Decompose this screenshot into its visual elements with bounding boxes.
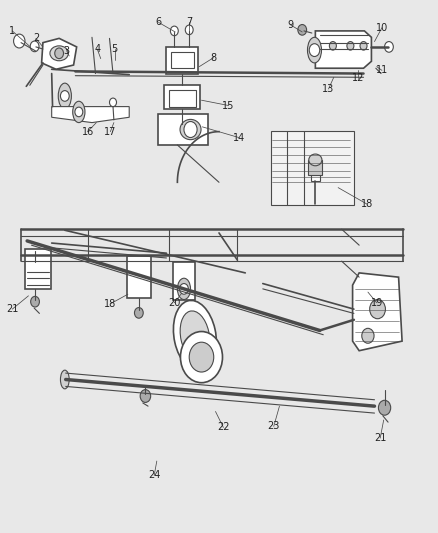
Circle shape [14, 34, 25, 48]
Circle shape [385, 42, 393, 52]
Ellipse shape [58, 83, 71, 109]
Circle shape [329, 42, 336, 50]
Text: 21: 21 [6, 304, 18, 314]
Text: 16: 16 [81, 127, 94, 136]
Ellipse shape [73, 101, 85, 123]
Circle shape [75, 107, 83, 117]
Circle shape [31, 296, 39, 307]
Text: 17: 17 [104, 127, 117, 136]
FancyBboxPatch shape [164, 85, 200, 109]
Circle shape [55, 48, 64, 59]
FancyBboxPatch shape [166, 47, 198, 74]
Circle shape [170, 26, 178, 36]
Circle shape [298, 25, 307, 35]
Text: 13: 13 [322, 84, 335, 94]
Text: 5: 5 [112, 44, 118, 54]
Ellipse shape [50, 46, 68, 61]
Circle shape [360, 42, 367, 50]
FancyBboxPatch shape [308, 160, 322, 175]
Text: 1: 1 [9, 26, 15, 36]
Text: 9: 9 [287, 20, 293, 29]
Text: 8: 8 [211, 53, 217, 62]
Polygon shape [353, 273, 402, 351]
Circle shape [110, 98, 117, 107]
Text: 3: 3 [64, 46, 70, 55]
Circle shape [184, 122, 197, 138]
Circle shape [189, 342, 214, 372]
FancyBboxPatch shape [25, 249, 51, 289]
FancyBboxPatch shape [158, 114, 208, 145]
FancyBboxPatch shape [173, 262, 195, 300]
FancyBboxPatch shape [171, 52, 194, 68]
Circle shape [179, 122, 186, 131]
Circle shape [180, 332, 223, 383]
Text: 2: 2 [33, 34, 39, 43]
Circle shape [180, 284, 188, 294]
FancyBboxPatch shape [271, 131, 354, 205]
Circle shape [60, 91, 69, 101]
Polygon shape [315, 31, 371, 68]
Text: 7: 7 [186, 18, 192, 27]
Ellipse shape [307, 37, 321, 63]
Polygon shape [42, 38, 77, 69]
Text: 11: 11 [376, 66, 388, 75]
Ellipse shape [173, 301, 216, 371]
Text: 21: 21 [374, 433, 386, 443]
Text: 20: 20 [168, 298, 180, 308]
Text: 18: 18 [104, 299, 117, 309]
Circle shape [362, 328, 374, 343]
Circle shape [140, 390, 151, 402]
Text: 4: 4 [94, 44, 100, 54]
Circle shape [185, 25, 193, 35]
Circle shape [370, 300, 385, 319]
Circle shape [378, 400, 391, 415]
FancyBboxPatch shape [169, 90, 196, 107]
Ellipse shape [60, 370, 69, 389]
Text: 15: 15 [223, 101, 235, 110]
FancyBboxPatch shape [311, 175, 320, 181]
Circle shape [309, 44, 320, 56]
Text: 14: 14 [233, 133, 245, 142]
Circle shape [30, 41, 39, 52]
Text: 6: 6 [155, 18, 162, 27]
Ellipse shape [309, 154, 322, 166]
Circle shape [347, 42, 354, 50]
Text: 22: 22 [217, 423, 230, 432]
Text: 24: 24 [148, 471, 160, 480]
Ellipse shape [177, 278, 191, 300]
Text: 23: 23 [268, 422, 280, 431]
Ellipse shape [180, 119, 201, 140]
Circle shape [134, 308, 143, 318]
Text: 19: 19 [371, 298, 383, 308]
Text: 18: 18 [361, 199, 373, 209]
Ellipse shape [180, 311, 210, 361]
Text: 10: 10 [376, 23, 388, 33]
FancyBboxPatch shape [127, 256, 151, 298]
Text: 12: 12 [352, 74, 364, 83]
Polygon shape [52, 107, 129, 123]
